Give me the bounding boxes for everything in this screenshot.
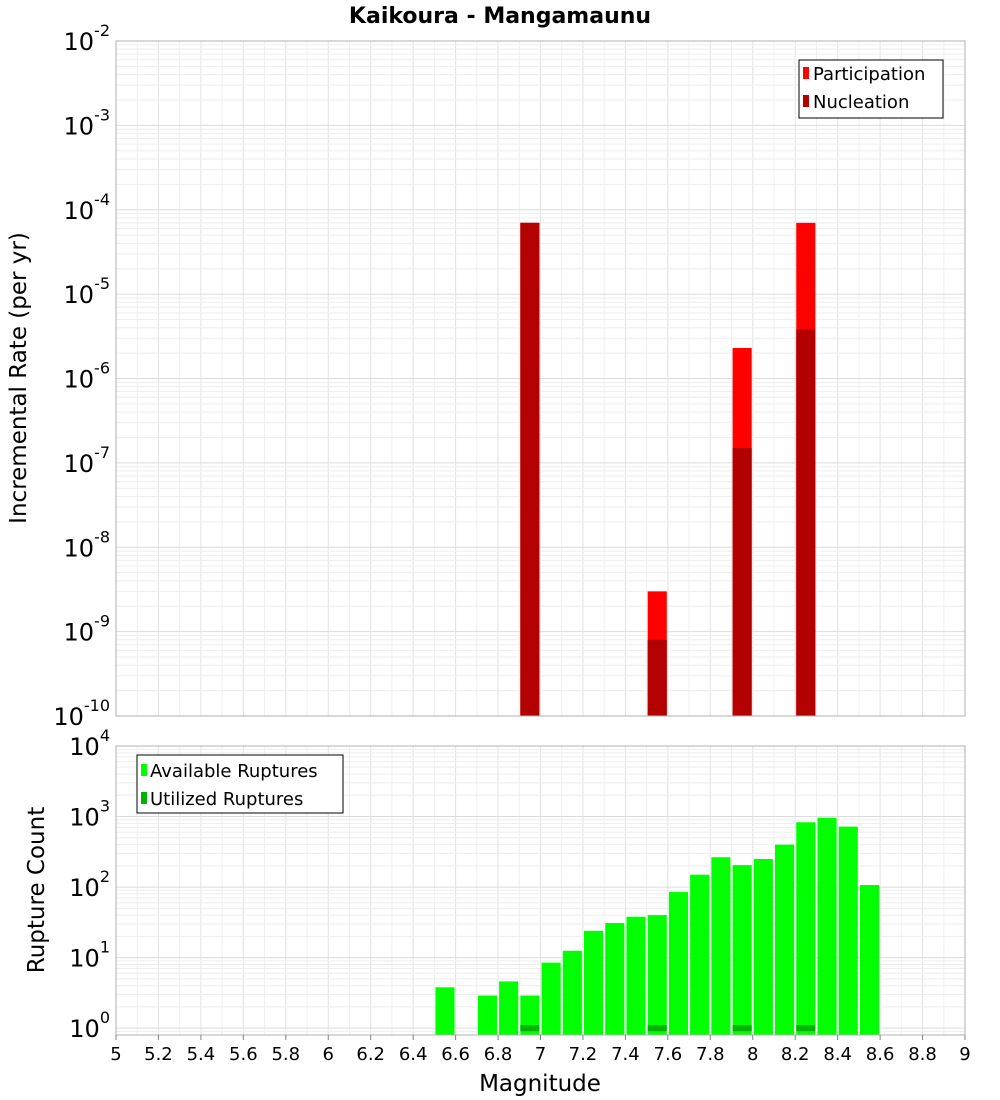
x-tick-label: 8.8 — [908, 1044, 937, 1065]
count-legend-box — [136, 754, 344, 814]
count-bar-available-ruptures — [435, 987, 455, 1035]
count-bar-available-ruptures — [520, 995, 540, 1035]
x-tick-label: 5.8 — [271, 1044, 300, 1065]
x-tick-label: 6.4 — [399, 1044, 428, 1065]
rate-y-tick-label: 10-9 — [64, 612, 111, 647]
x-tick-label: 5 — [110, 1044, 121, 1065]
rate-bars — [520, 222, 816, 716]
count-bar-available-ruptures — [859, 885, 880, 1035]
legend-participation-swatch — [803, 67, 809, 79]
count-y-tick-label: 100 — [69, 1008, 110, 1043]
count-bars — [435, 817, 880, 1035]
x-tick-label: 6.2 — [356, 1044, 385, 1065]
rate-y-tick-label: 10-3 — [64, 105, 111, 140]
count-bar-available-ruptures — [775, 844, 795, 1035]
count-bar-available-ruptures — [647, 915, 667, 1035]
count-bar-available-ruptures — [796, 822, 816, 1035]
x-tick-label: 6.8 — [484, 1044, 513, 1065]
x-tick-label: 5.4 — [187, 1044, 216, 1065]
count-bar-available-ruptures — [732, 865, 752, 1035]
count-bar-available-ruptures — [838, 826, 858, 1035]
legend-participation-label: Participation — [813, 64, 925, 85]
x-tick-label: 7.2 — [569, 1044, 598, 1065]
x-axis-ticks: 5 5.2 5.4 5.6 5.8 6 6.2 6.4 6.6 6.8 7 7.2 7.4 7.6 7.8 8… — [110, 1035, 971, 1065]
count-bar-available-ruptures — [668, 892, 689, 1035]
x-tick-label: 7 — [535, 1044, 546, 1065]
rate-y-axis-label: Incremental Rate (per yr) — [6, 232, 32, 524]
count-y-tick-label: 102 — [69, 867, 110, 902]
legend-nucleation-label: Nucleation — [813, 92, 909, 113]
rate-y-tick-label: 10-6 — [64, 359, 111, 394]
count-y-tick-label: 104 — [69, 726, 110, 761]
legend-utilized-swatch — [141, 792, 147, 804]
count-bar-available-ruptures — [541, 962, 561, 1035]
count-bar-available-ruptures — [499, 981, 519, 1035]
legend-nucleation-swatch — [803, 95, 809, 107]
x-tick-label: 8.4 — [823, 1044, 852, 1065]
x-tick-label: 8.6 — [866, 1044, 895, 1065]
rate-y-tick-label: 10-2 — [64, 21, 111, 56]
count-bar-available-ruptures — [605, 922, 625, 1035]
count-bar-available-ruptures — [817, 817, 837, 1035]
legend-available-label: Available Ruptures — [150, 761, 318, 782]
rate-legend: Participation Nucleation — [798, 59, 944, 119]
legend-available-swatch — [141, 764, 147, 776]
rate-panel: 10-10 10-9 10-8 10-7 10-6 10-5 10-4 10-3 10-2 In… — [6, 21, 966, 731]
legend-utilized-label: Utilized Ruptures — [150, 789, 303, 810]
rate-y-tick-label: 10-7 — [64, 443, 111, 478]
count-bar-utilized-ruptures — [647, 1025, 667, 1032]
count-bar-available-ruptures — [711, 857, 731, 1035]
count-bar-utilized-ruptures — [732, 1025, 752, 1032]
x-tick-label: 9 — [959, 1044, 970, 1065]
x-tick-label: 8 — [747, 1044, 758, 1065]
count-bar-available-ruptures — [584, 930, 604, 1035]
x-tick-label: 8.2 — [781, 1044, 810, 1065]
rate-y-tick-label: 10-8 — [64, 527, 111, 562]
count-bar-available-ruptures — [477, 995, 497, 1035]
rate-plot-border — [115, 40, 966, 717]
count-bar-utilized-ruptures — [520, 1025, 540, 1032]
rate-bar-nucleation — [732, 448, 752, 716]
rate-bar-nucleation — [520, 222, 540, 716]
rate-bar-nucleation — [647, 639, 667, 716]
count-bar-available-ruptures — [626, 916, 646, 1035]
rate-y-tick-label: 10-5 — [64, 274, 111, 309]
count-y-tick-label: 103 — [69, 797, 110, 832]
count-y-tick-label: 101 — [69, 938, 110, 973]
count-bar-available-ruptures — [562, 950, 582, 1035]
x-axis-label: Magnitude — [479, 1071, 601, 1097]
rate-grid — [115, 41, 966, 717]
x-tick-label: 7.8 — [696, 1044, 725, 1065]
rate-y-tick-label: 10-10 — [53, 696, 110, 731]
x-tick-label: 7.6 — [654, 1044, 683, 1065]
x-tick-label: 6 — [323, 1044, 334, 1065]
rate-bar-nucleation — [796, 329, 816, 716]
count-bar-utilized-ruptures — [796, 1025, 816, 1032]
x-tick-label: 5.6 — [229, 1044, 258, 1065]
count-y-axis-label: Rupture Count — [24, 807, 50, 973]
count-panel: 100 101 102 103 104 Rupture Count Available … — [24, 726, 966, 1043]
x-tick-label: 6.6 — [441, 1044, 470, 1065]
x-tick-label: 7.4 — [611, 1044, 640, 1065]
rate-y-tick-label: 10-4 — [64, 190, 111, 225]
rate-y-ticks: 10-10 10-9 10-8 10-7 10-6 10-5 10-4 10-3 10-2 — [53, 21, 110, 731]
count-bar-available-ruptures — [753, 859, 773, 1035]
count-bar-available-ruptures — [690, 874, 710, 1035]
rate-legend-box — [798, 59, 944, 119]
x-tick-label: 5.2 — [144, 1044, 173, 1065]
count-legend: Available Ruptures Utilized Ruptures — [136, 754, 344, 814]
count-y-ticks: 100 101 102 103 104 — [69, 726, 110, 1043]
chart-title: Kaikoura - Mangamaunu — [349, 4, 651, 29]
